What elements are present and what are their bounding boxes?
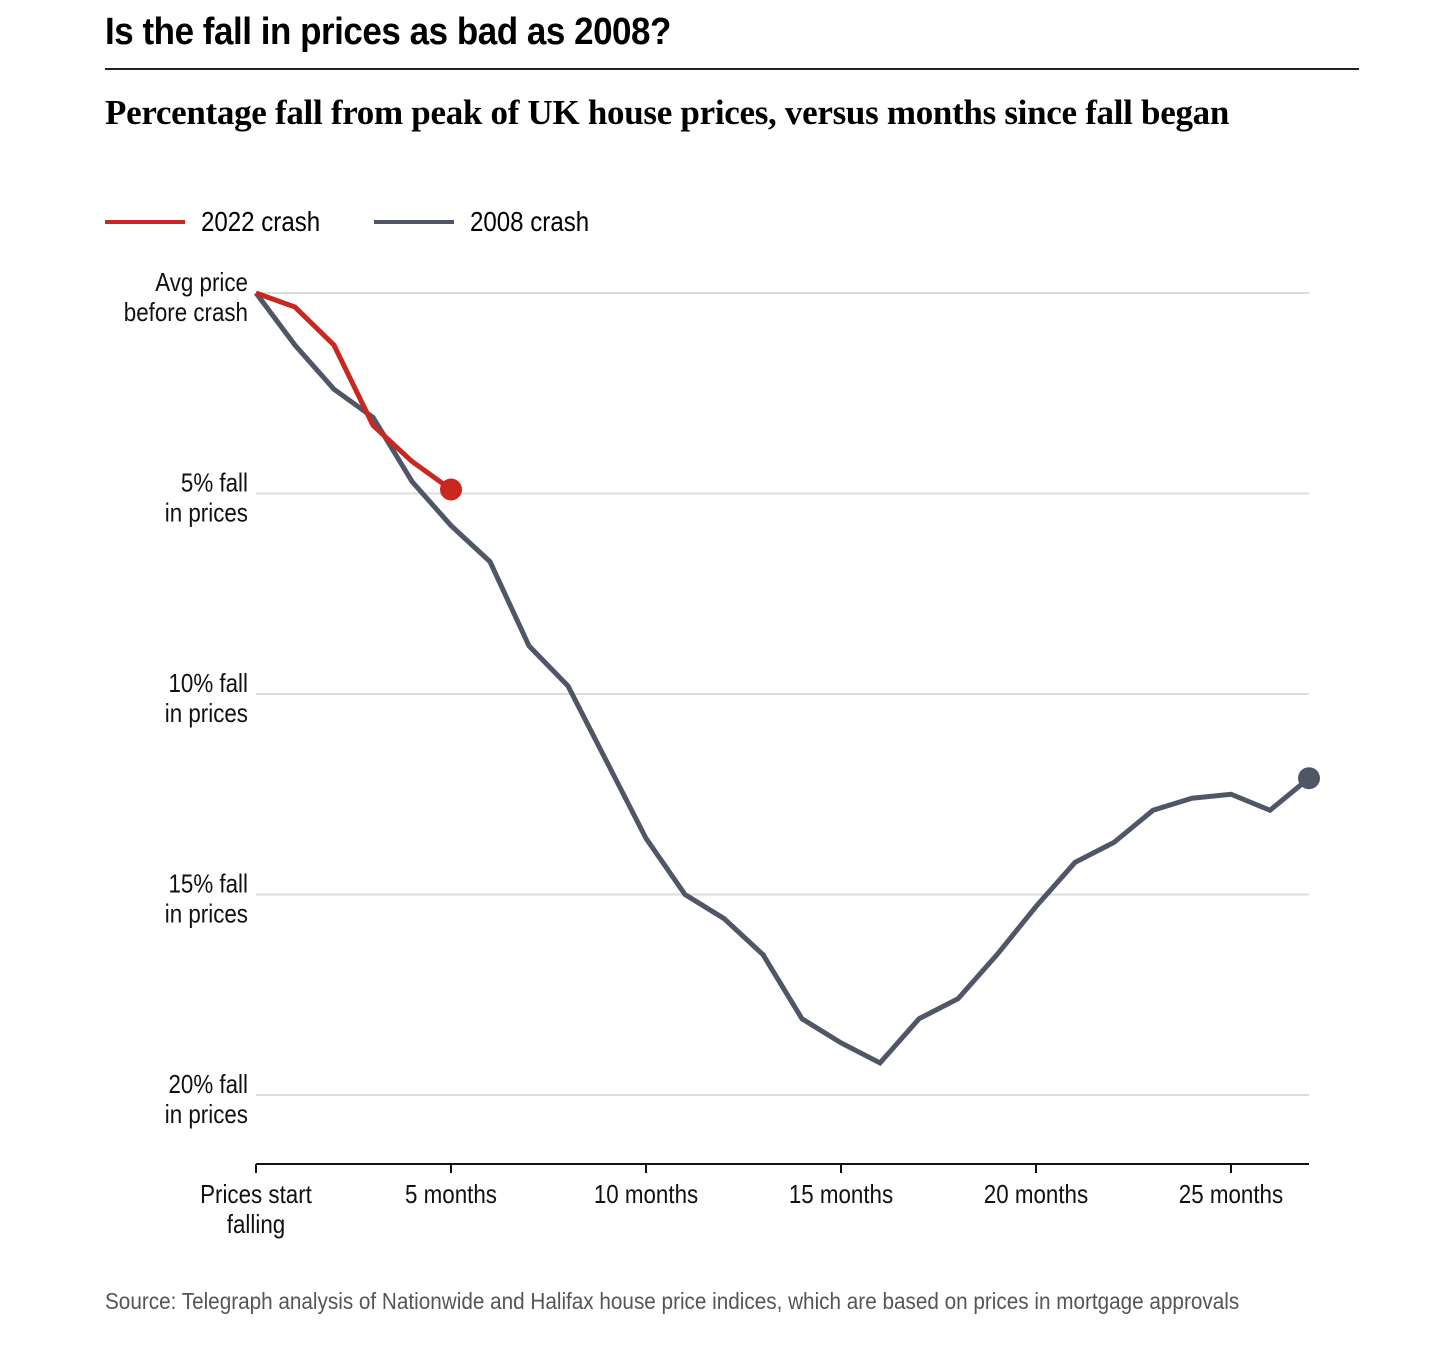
y-tick-label-line: before crash bbox=[124, 298, 248, 327]
x-tick-label: 5 months bbox=[405, 1180, 497, 1209]
series bbox=[253, 290, 1320, 1067]
y-tick-label: 10% fall in prices bbox=[165, 669, 248, 728]
x-tick-label: Prices start falling bbox=[200, 1180, 312, 1239]
legend: 2022 crash 2008 crash bbox=[105, 206, 642, 238]
gridlines bbox=[256, 292, 1309, 1096]
end-marker-2008-crash bbox=[1298, 767, 1320, 790]
legend-item-2008: 2008 crash bbox=[373, 206, 609, 238]
chart-title: Is the fall in prices as bad as 2008? bbox=[105, 11, 671, 53]
y-tick-label-line: in prices bbox=[165, 900, 248, 929]
series-line-2008-crash bbox=[253, 291, 1311, 1067]
y-tick-label-line: in prices bbox=[165, 699, 248, 728]
x-tick-label: 15 months bbox=[789, 1180, 893, 1209]
chart-subtitle: Percentage fall from peak of UK house pr… bbox=[105, 93, 1230, 132]
x-tick-label-line: 20 months bbox=[984, 1180, 1088, 1209]
legend-label-2008: 2008 crash bbox=[469, 206, 589, 237]
y-tick-label-line: in prices bbox=[165, 1100, 248, 1129]
legend-item-2022: 2022 crash bbox=[105, 206, 340, 238]
x-tick-label: 25 months bbox=[1179, 1180, 1283, 1209]
y-tick-label-line: 20% fall bbox=[168, 1070, 248, 1099]
y-tick-label-line: Avg price bbox=[155, 268, 248, 297]
x-tick-label: 10 months bbox=[594, 1180, 698, 1209]
y-tick-label: 20% fall in prices bbox=[165, 1070, 248, 1129]
x-tick-label-line: 5 months bbox=[405, 1180, 497, 1209]
end-marker-2022-crash bbox=[440, 478, 462, 501]
x-tick-label: 20 months bbox=[984, 1180, 1088, 1209]
x-tick-label-line: 25 months bbox=[1179, 1180, 1283, 1209]
title-divider bbox=[105, 68, 1359, 70]
source-note: Source: Telegraph analysis of Nationwide… bbox=[105, 1288, 1240, 1314]
x-tick-label-line: falling bbox=[227, 1210, 285, 1239]
x-axis: Prices start falling 5 months 10 months 15 m… bbox=[200, 1163, 1309, 1239]
y-tick-label-line: 15% fall bbox=[168, 870, 248, 899]
x-tick-label-line: 15 months bbox=[789, 1180, 893, 1209]
legend-label-2022: 2022 crash bbox=[201, 206, 321, 237]
y-tick-label: Avg price before crash bbox=[124, 268, 248, 327]
y-tick-label: 5% fall in prices bbox=[165, 469, 248, 528]
x-tick-label-line: Prices start bbox=[200, 1180, 312, 1209]
y-tick-label-line: in prices bbox=[165, 499, 248, 528]
y-tick-label: 15% fall in prices bbox=[165, 870, 248, 929]
x-tick-label-line: 10 months bbox=[594, 1180, 698, 1209]
y-tick-label-line: 5% fall bbox=[181, 469, 248, 498]
legend-swatch-2008 bbox=[373, 220, 454, 224]
y-tick-label-line: 10% fall bbox=[168, 669, 248, 698]
legend-swatch-2022 bbox=[105, 220, 185, 224]
series-line-2022-crash bbox=[255, 290, 453, 492]
